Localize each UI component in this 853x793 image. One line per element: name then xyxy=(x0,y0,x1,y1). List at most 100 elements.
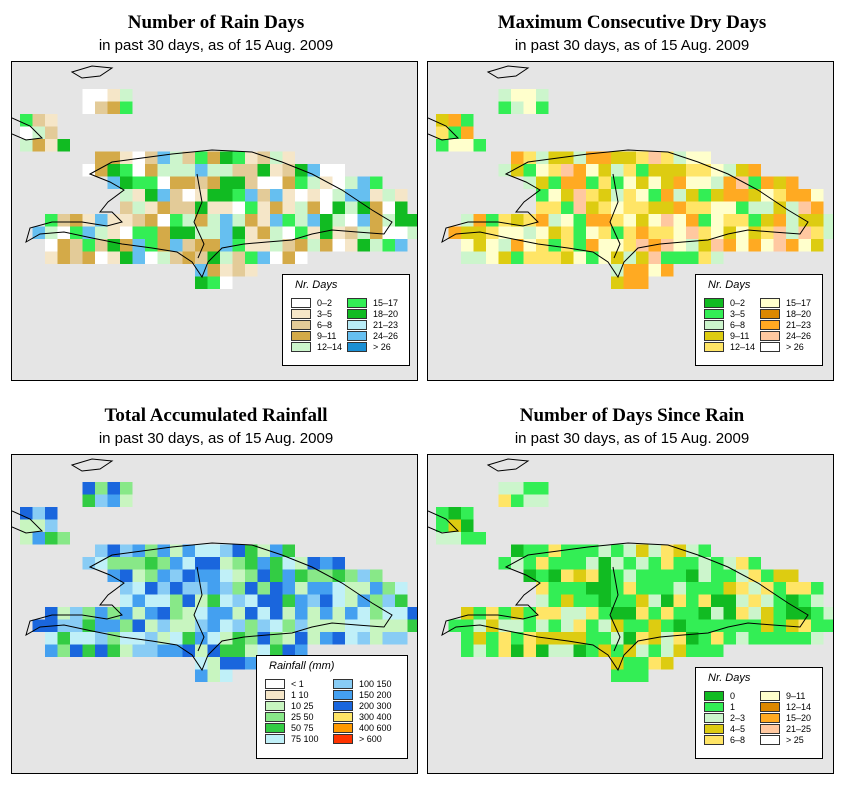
grid-cell xyxy=(798,619,811,632)
grid-cell xyxy=(723,214,736,227)
grid-cell xyxy=(523,557,536,570)
grid-cell xyxy=(561,607,574,620)
grid-cell xyxy=(661,569,674,582)
grid-cell xyxy=(648,226,661,239)
grid-cell xyxy=(511,644,524,657)
legend-label: 9–11 xyxy=(317,330,337,341)
grid-cell xyxy=(257,176,270,189)
legend-label: 400 600 xyxy=(359,722,392,733)
grid-cell xyxy=(648,557,661,570)
grid-cell xyxy=(57,644,70,657)
grid-cell xyxy=(586,632,599,645)
grid-cell xyxy=(45,632,58,645)
grid-cell xyxy=(548,251,561,264)
grid-cell xyxy=(548,176,561,189)
grid-cell xyxy=(232,214,245,227)
grid-cell xyxy=(182,607,195,620)
grid-cell xyxy=(120,89,133,102)
grid-cell xyxy=(295,201,308,214)
grid-cell xyxy=(332,214,345,227)
grid-cell xyxy=(473,251,486,264)
grid-cell xyxy=(698,544,711,557)
grid-cell xyxy=(786,226,799,239)
grid-cell xyxy=(798,582,811,595)
grid-cell xyxy=(536,151,549,164)
grid-cell xyxy=(57,214,70,227)
grid-cell xyxy=(623,544,636,557)
grid-cell xyxy=(698,619,711,632)
grid-cell xyxy=(20,126,33,139)
grid-cell xyxy=(448,519,461,532)
grid-cell xyxy=(220,594,233,607)
grid-cell xyxy=(523,494,536,507)
grid-cell xyxy=(811,226,824,239)
grid-cell xyxy=(748,582,761,595)
legend-item: 200 300 xyxy=(333,700,392,711)
map-grid xyxy=(12,458,417,682)
grid-cell xyxy=(295,607,308,620)
grid-cell xyxy=(120,176,133,189)
grid-cell xyxy=(561,644,574,657)
grid-cell xyxy=(132,569,145,582)
legend-col-1: 0–2 3–5 6–8 9–11 12–14 xyxy=(704,297,755,352)
grid-cell xyxy=(486,644,499,657)
grid-cell xyxy=(711,251,724,264)
grid-cell xyxy=(32,139,45,152)
grid-cell xyxy=(661,214,674,227)
grid-cell xyxy=(195,619,208,632)
grid-cell xyxy=(773,569,786,582)
grid-cell xyxy=(20,139,33,152)
grid-cell xyxy=(598,189,611,202)
grid-cell xyxy=(57,139,70,152)
grid-cell xyxy=(257,582,270,595)
grid-cell xyxy=(232,594,245,607)
grid-cell xyxy=(382,201,395,214)
grid-cell xyxy=(107,164,120,177)
grid-cell xyxy=(332,557,345,570)
grid-cell xyxy=(636,239,649,252)
grid-cell xyxy=(207,151,220,164)
grid-cell xyxy=(598,201,611,214)
grid-cell xyxy=(473,607,486,620)
grid-cell xyxy=(45,139,58,152)
grid-cell xyxy=(536,189,549,202)
grid-cell xyxy=(648,176,661,189)
grid-cell xyxy=(498,494,511,507)
grid-cell xyxy=(561,619,574,632)
grid-cell xyxy=(370,607,383,620)
grid-cell xyxy=(282,226,295,239)
grid-cell xyxy=(573,632,586,645)
grid-cell xyxy=(145,644,158,657)
grid-cell xyxy=(661,644,674,657)
grid-cell xyxy=(45,126,58,139)
grid-cell xyxy=(270,214,283,227)
grid-cell xyxy=(536,89,549,102)
grid-cell xyxy=(611,632,624,645)
grid-cell xyxy=(811,214,824,227)
grid-cell xyxy=(673,251,686,264)
legend-item: 75 100 xyxy=(265,733,319,744)
grid-cell xyxy=(686,164,699,177)
grid-cell xyxy=(623,176,636,189)
grid-cell xyxy=(586,214,599,227)
grid-cell xyxy=(548,164,561,177)
legend-item: 0–2 xyxy=(704,297,755,308)
grid-cell xyxy=(636,251,649,264)
grid-cell xyxy=(511,214,524,227)
border-line xyxy=(609,173,621,259)
grid-cell xyxy=(220,669,233,682)
legend-label: 0–2 xyxy=(317,297,333,308)
legend-label: 6–8 xyxy=(730,319,746,330)
grid-cell xyxy=(811,189,824,202)
grid-cell xyxy=(548,189,561,202)
grid-cell xyxy=(586,557,599,570)
grid-cell xyxy=(786,619,799,632)
grid-cell xyxy=(170,151,183,164)
legend-title: Nr. Days xyxy=(708,279,751,291)
grid-cell xyxy=(220,151,233,164)
legend-label: 1 10 xyxy=(291,689,309,700)
grid-cell xyxy=(182,164,195,177)
legend-label: 10 25 xyxy=(291,700,314,711)
grid-cell xyxy=(623,607,636,620)
grid-cell xyxy=(636,164,649,177)
